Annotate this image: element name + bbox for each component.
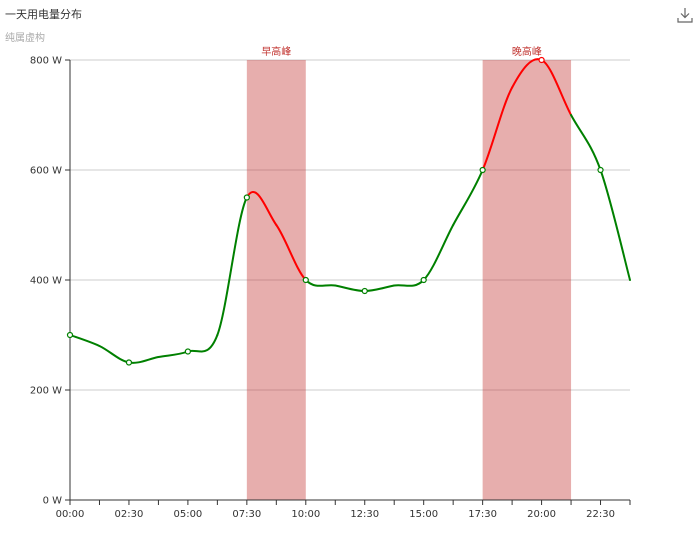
series-segment bbox=[275, 224, 307, 281]
series-segment bbox=[481, 86, 514, 171]
series-segment bbox=[570, 114, 602, 171]
x-tick-label: 15:00 bbox=[409, 509, 438, 520]
x-tick-label: 17:30 bbox=[468, 509, 497, 520]
data-point bbox=[184, 348, 191, 355]
data-point bbox=[243, 194, 250, 201]
x-tick-label: 05:00 bbox=[173, 509, 202, 520]
y-tick-label: 200 W bbox=[30, 386, 62, 397]
mark-area-band bbox=[482, 60, 572, 500]
y-tick-label: 0 W bbox=[43, 496, 63, 507]
x-tick-label: 00:00 bbox=[56, 509, 85, 520]
series-segment bbox=[245, 190, 278, 226]
x-tick-label: 22:30 bbox=[586, 509, 615, 520]
chart-subtitle: 纯属虚构 bbox=[5, 33, 45, 44]
series-segment bbox=[304, 279, 337, 287]
series-segment bbox=[363, 284, 396, 292]
data-point bbox=[125, 359, 133, 366]
y-tick-label: 800 W bbox=[30, 56, 62, 67]
series-segment bbox=[422, 224, 455, 281]
x-tick-label: 02:30 bbox=[115, 509, 144, 520]
download-icon[interactable] bbox=[676, 6, 694, 24]
series-segment bbox=[540, 59, 573, 116]
data-point bbox=[302, 276, 309, 284]
series-segment bbox=[186, 334, 219, 353]
data-point bbox=[538, 56, 545, 64]
series-segment bbox=[98, 345, 130, 364]
data-point bbox=[66, 331, 74, 339]
series-segment bbox=[157, 350, 189, 358]
mark-area-band bbox=[246, 60, 306, 500]
mark-area-label: 早高峰 bbox=[261, 45, 291, 58]
data-point bbox=[479, 166, 486, 174]
series-segment bbox=[69, 334, 101, 347]
series-segment bbox=[127, 356, 160, 364]
series-segment bbox=[393, 279, 425, 287]
data-point bbox=[597, 166, 604, 174]
data-points bbox=[66, 56, 604, 366]
x-tick-label: 07:30 bbox=[232, 509, 261, 520]
axes: 0 W 200 W 400 W 600 W 800 W 00:00 02:30 05:00 07… bbox=[30, 56, 631, 520]
y-tick-label: 600 W bbox=[30, 166, 62, 177]
series-segment bbox=[216, 196, 248, 336]
series-segment bbox=[452, 169, 484, 226]
mark-area-label: 晚高峰 bbox=[512, 45, 542, 58]
data-point bbox=[420, 276, 427, 284]
data-point bbox=[361, 287, 368, 295]
chart-title: 一天用电量分布 bbox=[5, 8, 82, 21]
x-tick-label: 10:00 bbox=[291, 509, 320, 520]
x-tick-label: 20:00 bbox=[527, 509, 556, 520]
series-segment bbox=[334, 284, 366, 292]
y-tick-label: 400 W bbox=[30, 276, 62, 287]
x-tick-label: 12:30 bbox=[350, 509, 379, 520]
mark-areas: 早高峰 晚高峰 bbox=[246, 45, 572, 500]
series-segment bbox=[599, 169, 631, 281]
